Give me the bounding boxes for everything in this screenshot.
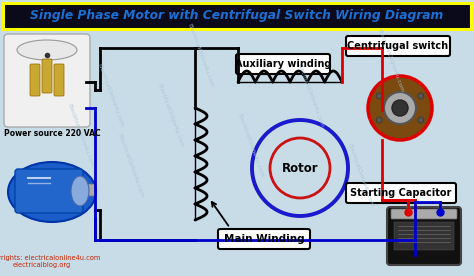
Text: ElectricalOnline4u.com: ElectricalOnline4u.com: [186, 22, 214, 88]
Circle shape: [418, 117, 424, 123]
Text: ElectricalOnline4u.com: ElectricalOnline4u.com: [66, 102, 94, 168]
FancyBboxPatch shape: [3, 3, 471, 29]
Text: Main Winding: Main Winding: [224, 234, 304, 244]
Circle shape: [384, 92, 416, 124]
Text: ElectricalOnline4u.com: ElectricalOnline4u.com: [96, 62, 124, 128]
Circle shape: [376, 117, 382, 123]
Circle shape: [392, 100, 408, 116]
Ellipse shape: [17, 40, 77, 60]
Ellipse shape: [8, 162, 96, 222]
Text: ElectricalOnline4u.com: ElectricalOnline4u.com: [376, 27, 404, 93]
Text: Centrifugal switch: Centrifugal switch: [347, 41, 448, 51]
Circle shape: [418, 93, 424, 99]
Ellipse shape: [71, 176, 89, 206]
Text: Copyrights: electricalonline4u.com: Copyrights: electricalonline4u.com: [0, 255, 100, 261]
FancyBboxPatch shape: [346, 36, 450, 56]
FancyBboxPatch shape: [218, 229, 310, 249]
FancyBboxPatch shape: [30, 64, 40, 96]
Text: Rotor: Rotor: [282, 161, 319, 174]
Circle shape: [368, 76, 432, 140]
Circle shape: [376, 93, 382, 99]
FancyBboxPatch shape: [346, 183, 456, 203]
FancyBboxPatch shape: [394, 222, 454, 250]
FancyBboxPatch shape: [54, 64, 64, 96]
Text: ElectricalOnline4u.com: ElectricalOnline4u.com: [116, 132, 144, 198]
FancyBboxPatch shape: [4, 34, 90, 127]
FancyBboxPatch shape: [15, 169, 83, 213]
Text: ElectricalOnline4u.com: ElectricalOnline4u.com: [346, 142, 374, 208]
FancyBboxPatch shape: [236, 54, 330, 74]
Text: Starting Capacitor: Starting Capacitor: [350, 188, 452, 198]
Text: Power source 220 VAC: Power source 220 VAC: [4, 129, 100, 137]
Text: Auxiliary winding: Auxiliary winding: [235, 59, 331, 69]
FancyBboxPatch shape: [42, 59, 52, 93]
FancyBboxPatch shape: [79, 184, 96, 196]
Text: ElectricalOnline4u.com: ElectricalOnline4u.com: [236, 112, 264, 178]
Text: ElectricalOnline4u.com: ElectricalOnline4u.com: [296, 62, 324, 128]
Text: electricalblog.org: electricalblog.org: [13, 262, 71, 268]
Text: ElectricalOnline4u.com: ElectricalOnline4u.com: [156, 82, 184, 148]
FancyBboxPatch shape: [391, 209, 457, 219]
FancyBboxPatch shape: [387, 207, 461, 265]
Text: Single Phase Motor with Centrifugal Switch Wiring Diagram: Single Phase Motor with Centrifugal Swit…: [30, 9, 444, 23]
